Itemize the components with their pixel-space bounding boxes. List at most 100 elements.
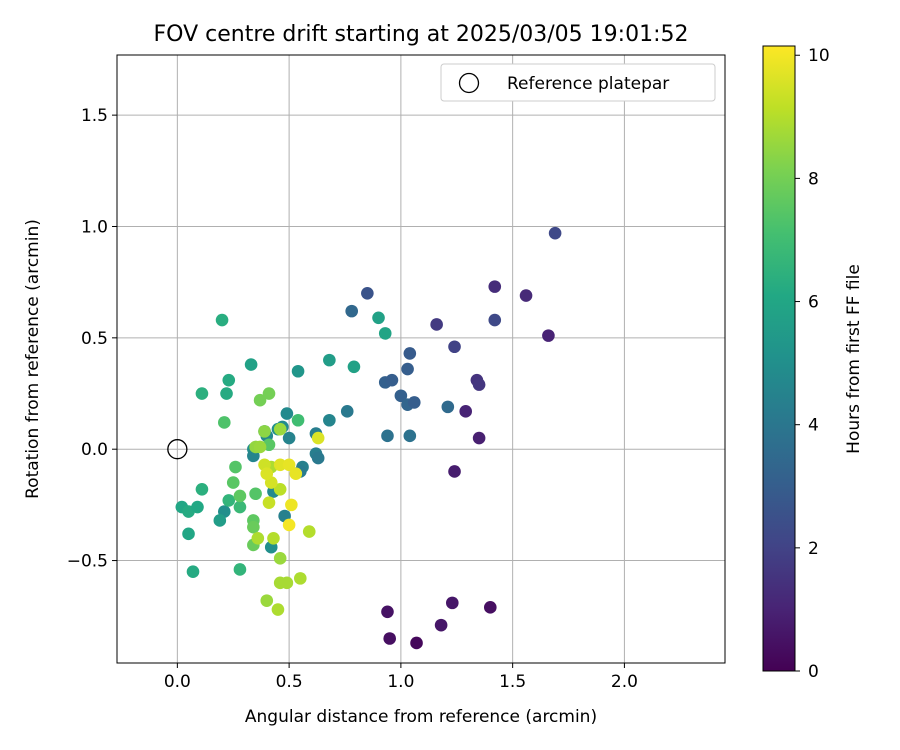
colorbar-tick-label: 8 bbox=[808, 169, 819, 189]
y-axis-ticks: −0.5 0.0 0.5 1.0 1.5 bbox=[67, 106, 117, 572]
x-tick-label: 0.5 bbox=[276, 672, 303, 692]
scatter-point bbox=[340, 405, 354, 418]
scatter-point bbox=[262, 496, 276, 509]
colorbar-ticks: 0 2 4 6 8 10 bbox=[795, 46, 830, 682]
scatter-point bbox=[217, 416, 231, 429]
scatter-point bbox=[291, 413, 305, 427]
scatter-point bbox=[293, 572, 307, 585]
scatter-point bbox=[311, 451, 325, 465]
scatter-point bbox=[220, 387, 233, 400]
scatter-point bbox=[291, 364, 305, 378]
scatter-point bbox=[488, 313, 502, 327]
scatter-point bbox=[226, 476, 240, 489]
x-tick-label: 0.0 bbox=[164, 672, 191, 692]
scatter-point bbox=[280, 407, 294, 420]
colorbar-label: Hours from first FF file bbox=[844, 264, 864, 454]
scatter-point bbox=[233, 500, 247, 514]
scatter-point bbox=[258, 425, 271, 438]
legend-label: Reference platepar bbox=[507, 74, 669, 94]
legend: Reference platepar bbox=[440, 63, 716, 102]
scatter-point bbox=[273, 422, 287, 436]
x-axis-label: Angular distance from reference (arcmin) bbox=[245, 707, 597, 727]
scatter-point bbox=[542, 329, 555, 342]
reference-platepar-marker bbox=[167, 439, 188, 460]
scatter-point bbox=[253, 440, 267, 454]
scatter-point bbox=[448, 465, 461, 478]
scatter-point bbox=[285, 498, 298, 512]
scatter-point bbox=[249, 487, 262, 501]
scatter-point bbox=[483, 601, 497, 614]
colorbar-tick-label: 0 bbox=[808, 662, 819, 682]
scatter-point bbox=[403, 429, 417, 443]
chart-title: FOV centre drift starting at 2025/03/05 … bbox=[154, 22, 689, 47]
scatter-point bbox=[403, 347, 417, 360]
scatter-point bbox=[215, 313, 229, 327]
scatter-point bbox=[289, 467, 303, 480]
scatter-point bbox=[472, 378, 486, 391]
scatter-point bbox=[247, 520, 260, 534]
scatter-point bbox=[260, 594, 274, 607]
scatter-point bbox=[182, 527, 195, 541]
y-axis-label: Rotation from reference (arcmin) bbox=[23, 219, 43, 499]
scatter-point bbox=[459, 405, 473, 418]
x-tick-label: 2.0 bbox=[611, 672, 638, 692]
grid-lines bbox=[117, 55, 725, 663]
colorbar-tick-label: 2 bbox=[808, 539, 819, 559]
scatter-point bbox=[311, 431, 325, 445]
scatter-point bbox=[519, 289, 533, 302]
scatter-point bbox=[195, 387, 209, 400]
legend-marker-icon bbox=[458, 72, 480, 94]
y-tick-label: 1.0 bbox=[81, 217, 108, 237]
x-tick-label: 1.0 bbox=[387, 672, 414, 692]
scatter-point bbox=[381, 605, 394, 619]
scatter-point bbox=[251, 531, 265, 545]
scatter-point bbox=[282, 431, 296, 445]
scatter-point bbox=[345, 304, 359, 318]
scatter-point bbox=[548, 226, 562, 240]
scatter-point bbox=[273, 458, 287, 472]
scatter-point bbox=[410, 636, 423, 650]
scatter-point bbox=[488, 280, 502, 293]
scatter-point bbox=[260, 467, 274, 480]
y-tick-label: 0.0 bbox=[81, 440, 108, 460]
y-tick-label: 0.5 bbox=[81, 329, 108, 349]
x-tick-label: 1.5 bbox=[499, 672, 526, 692]
x-axis-ticks: 0.0 0.5 1.0 1.5 2.0 bbox=[164, 663, 638, 692]
scatter-point bbox=[267, 531, 280, 545]
colorbar-tick-label: 6 bbox=[808, 293, 819, 313]
scatter-point bbox=[222, 494, 236, 507]
y-tick-label: −0.5 bbox=[67, 552, 108, 572]
scatter-point bbox=[323, 353, 336, 367]
scatter-point bbox=[361, 287, 374, 300]
scatter-point bbox=[195, 482, 209, 496]
scatter-point bbox=[222, 373, 236, 387]
scatter-point bbox=[244, 358, 258, 371]
colorbar: 0 2 4 6 8 10 Hours from first FF file bbox=[762, 45, 864, 682]
scatter-point bbox=[401, 362, 414, 376]
scatter-point bbox=[280, 576, 294, 590]
colorbar-tick-label: 10 bbox=[808, 46, 830, 66]
scatter-point bbox=[186, 565, 200, 578]
scatter-point bbox=[378, 327, 392, 340]
y-tick-label: 1.5 bbox=[81, 106, 108, 126]
scatter-point bbox=[407, 396, 421, 409]
scatter-point bbox=[282, 518, 296, 532]
scatter-point bbox=[448, 340, 461, 354]
scatter-point bbox=[262, 387, 276, 400]
scatter-point bbox=[434, 618, 448, 632]
scatter-point bbox=[191, 500, 204, 514]
reference-layer bbox=[167, 439, 188, 460]
scatter-point bbox=[381, 429, 394, 443]
scatter-point bbox=[271, 603, 285, 616]
data-points bbox=[175, 226, 562, 650]
scatter-point bbox=[430, 318, 443, 331]
scatter-point bbox=[385, 373, 399, 387]
scatter-point bbox=[445, 596, 459, 610]
scatter-point bbox=[441, 400, 455, 414]
scatter-point bbox=[323, 413, 336, 427]
scatter-point bbox=[233, 489, 247, 503]
scatter-point bbox=[302, 525, 316, 538]
scatter-point bbox=[233, 563, 247, 576]
scatter-point bbox=[229, 460, 242, 474]
scatter-point bbox=[213, 514, 227, 527]
